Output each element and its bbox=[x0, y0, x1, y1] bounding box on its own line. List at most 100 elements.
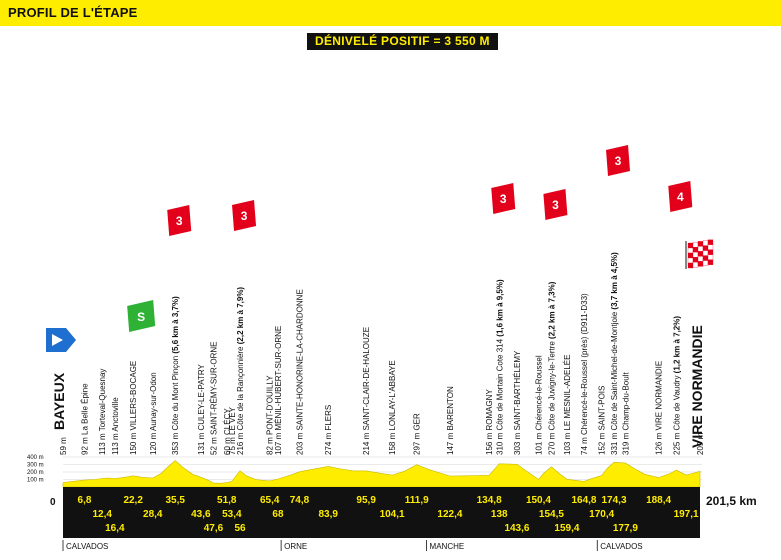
waypoint-label: 107 m MÉNIL-HUBERT-SUR-ORNE bbox=[274, 326, 283, 455]
waypoint-label: 75 m LE VEY bbox=[228, 406, 237, 455]
km-label: 16,4 bbox=[105, 523, 125, 534]
km-label: 83,9 bbox=[318, 509, 338, 520]
finish-flag-cell bbox=[702, 240, 709, 246]
waypoint-text: 152 m SAINT-POIS bbox=[598, 386, 607, 455]
finish-flag-cell bbox=[702, 250, 709, 256]
km-label: 51,8 bbox=[217, 495, 237, 506]
waypoint-label: 131 m CULEY-LE-PATRY bbox=[197, 363, 206, 455]
department-label: ORNE bbox=[284, 542, 307, 551]
km-label: 197,1 bbox=[674, 509, 699, 520]
finish-flag-cell bbox=[702, 255, 709, 261]
finish-flag-cell bbox=[697, 251, 704, 257]
finish-flag-cell bbox=[702, 245, 709, 251]
y-tick-label: 400 m bbox=[27, 455, 44, 461]
climb-stats: (1,6 km à 9,5%) bbox=[495, 279, 504, 339]
climb-category-label: 3 bbox=[500, 192, 507, 206]
waypoint-text: 75 m LE VEY bbox=[228, 406, 237, 455]
km-label: 22,2 bbox=[123, 495, 143, 506]
km-label: 28,4 bbox=[143, 509, 163, 520]
waypoint-text: 310 m Côte de Mortain Cote 314 bbox=[495, 338, 504, 455]
page-title: PROFIL DE L'ÉTAPE bbox=[8, 5, 138, 20]
km-label: 174,3 bbox=[601, 495, 626, 506]
km-label: 177,9 bbox=[613, 523, 638, 534]
waypoint-text: 209 m bbox=[696, 432, 705, 455]
climb-category-label: 3 bbox=[615, 154, 622, 168]
climb-category-marker bbox=[668, 181, 693, 212]
km-label: 122,4 bbox=[437, 509, 462, 520]
climb-category-label: 3 bbox=[176, 214, 183, 228]
km-label: 35,5 bbox=[165, 495, 185, 506]
waypoint-label: 59 m bbox=[59, 437, 68, 455]
km-label: 134,8 bbox=[477, 495, 502, 506]
km-label: 65,4 bbox=[260, 495, 280, 506]
climb-category-label: 3 bbox=[552, 198, 559, 212]
waypoint-text: 113 m Anctoville bbox=[111, 397, 120, 455]
department-label: CALVADOS bbox=[66, 542, 108, 551]
start-arrow-glyph bbox=[52, 334, 63, 346]
waypoint-text: 303 m SAINT-BARTHÉLEMY bbox=[513, 350, 522, 455]
km-label: 154,5 bbox=[539, 509, 564, 520]
waypoint-text: 74 m Chérencé-le-Roussel (près) (D911-D3… bbox=[580, 293, 589, 455]
elevation-profile bbox=[62, 460, 701, 488]
finish-flag-cell bbox=[687, 247, 694, 254]
y-tick-label: 100 m bbox=[27, 478, 44, 484]
waypoint-label: 113 m Torteval-Quesnay bbox=[98, 369, 107, 455]
x-zero-label: 0 bbox=[50, 497, 56, 508]
finish-flag-cell bbox=[707, 259, 714, 265]
km-label: 43,6 bbox=[191, 509, 211, 520]
climb-stats: (2,2 km à 7,3%) bbox=[547, 281, 556, 341]
y-tick-label: 300 m bbox=[27, 463, 44, 469]
finish-flag-cell bbox=[687, 252, 694, 259]
km-label: 74,8 bbox=[290, 495, 310, 506]
waypoint-text: 225 m Côte de Vaudry bbox=[672, 376, 681, 455]
waypoint-text: 113 m Torteval-Quesnay bbox=[98, 369, 107, 455]
km-label: 56 bbox=[234, 523, 246, 534]
climb-stats: (2,2 km à 7,9%) bbox=[236, 287, 245, 347]
km-label: 12,4 bbox=[92, 509, 112, 520]
waypoint-label: 101 m Chérencé-le-Roussel bbox=[535, 355, 544, 455]
km-label: 68 bbox=[272, 509, 284, 520]
start-city-label: BAYEUX bbox=[51, 372, 67, 430]
waypoint-label: 319 m Champ-du-Boult bbox=[621, 372, 630, 455]
finish-flag-cell bbox=[687, 257, 694, 264]
km-label: 47,6 bbox=[204, 523, 224, 534]
finish-flag-cell bbox=[697, 256, 704, 262]
waypoint-label: 209 m bbox=[696, 432, 705, 455]
waypoint-text: 82 m PONT-D'OUILLY bbox=[266, 375, 275, 455]
waypoint-labels: 59 m 92 m La Belle Épine 113 m Torteval-Qu… bbox=[51, 252, 705, 455]
waypoint-text: 131 m CULEY-LE-PATRY bbox=[197, 363, 206, 455]
waypoint-label: 103 m LE MESNIL-ADELÉE bbox=[563, 355, 572, 455]
distance-bar-bg bbox=[63, 487, 700, 538]
climb-category-marker bbox=[606, 145, 631, 176]
waypoint-label: 158 m LONLAY-L'ABBAYE bbox=[388, 360, 397, 455]
finish-flag-cell bbox=[707, 254, 714, 260]
waypoint-label: 147 m BARENTON bbox=[446, 386, 455, 455]
km-label: 188,4 bbox=[646, 495, 671, 506]
waypoint-label: 120 m Aunay-sur-Odon bbox=[149, 372, 158, 455]
climb-category-label: 3 bbox=[241, 209, 248, 223]
waypoint-label: 203 m SAINTE-HONORINE-LA-CHARDONNE bbox=[296, 289, 305, 455]
waypoint-label: 52 m SAINT-RÉMY-SUR-ORNE bbox=[210, 342, 219, 456]
waypoint-text: 107 m MÉNIL-HUBERT-SUR-ORNE bbox=[274, 326, 283, 455]
department-label: MANCHE bbox=[430, 542, 465, 551]
climb-category-marker bbox=[491, 183, 516, 214]
waypoint-text: 52 m SAINT-RÉMY-SUR-ORNE bbox=[210, 342, 219, 456]
km-label: 159,4 bbox=[554, 523, 579, 534]
finish-flag-cell bbox=[692, 242, 699, 248]
finish-flag-cell bbox=[707, 249, 714, 255]
waypoint-label: 152 m SAINT-POIS bbox=[598, 386, 607, 455]
department-label: CALVADOS bbox=[600, 542, 642, 551]
km-label: 111,9 bbox=[405, 495, 429, 506]
km-label: 138 bbox=[491, 509, 508, 520]
waypoint-label: 156 m ROMAGNY bbox=[485, 389, 494, 455]
waypoint-text: 120 m Aunay-sur-Odon bbox=[149, 372, 158, 455]
waypoint-text: 274 m FLERS bbox=[324, 405, 333, 455]
finish-flag-cell bbox=[692, 252, 699, 258]
waypoint-text: 59 m bbox=[59, 437, 68, 455]
waypoint-label: 274 m FLERS bbox=[324, 405, 333, 455]
waypoint-text: 270 m Côte de Juvigny-le-Tertre bbox=[547, 341, 556, 455]
km-label: 150,4 bbox=[526, 495, 551, 506]
waypoint-text: 156 m ROMAGNY bbox=[485, 389, 494, 455]
km-label: 170,4 bbox=[589, 509, 614, 520]
distance-bar: 0 201,5 km 6,8 22,2 35,5 51,8 65,4 74,8 95,9 111,… bbox=[50, 487, 757, 538]
